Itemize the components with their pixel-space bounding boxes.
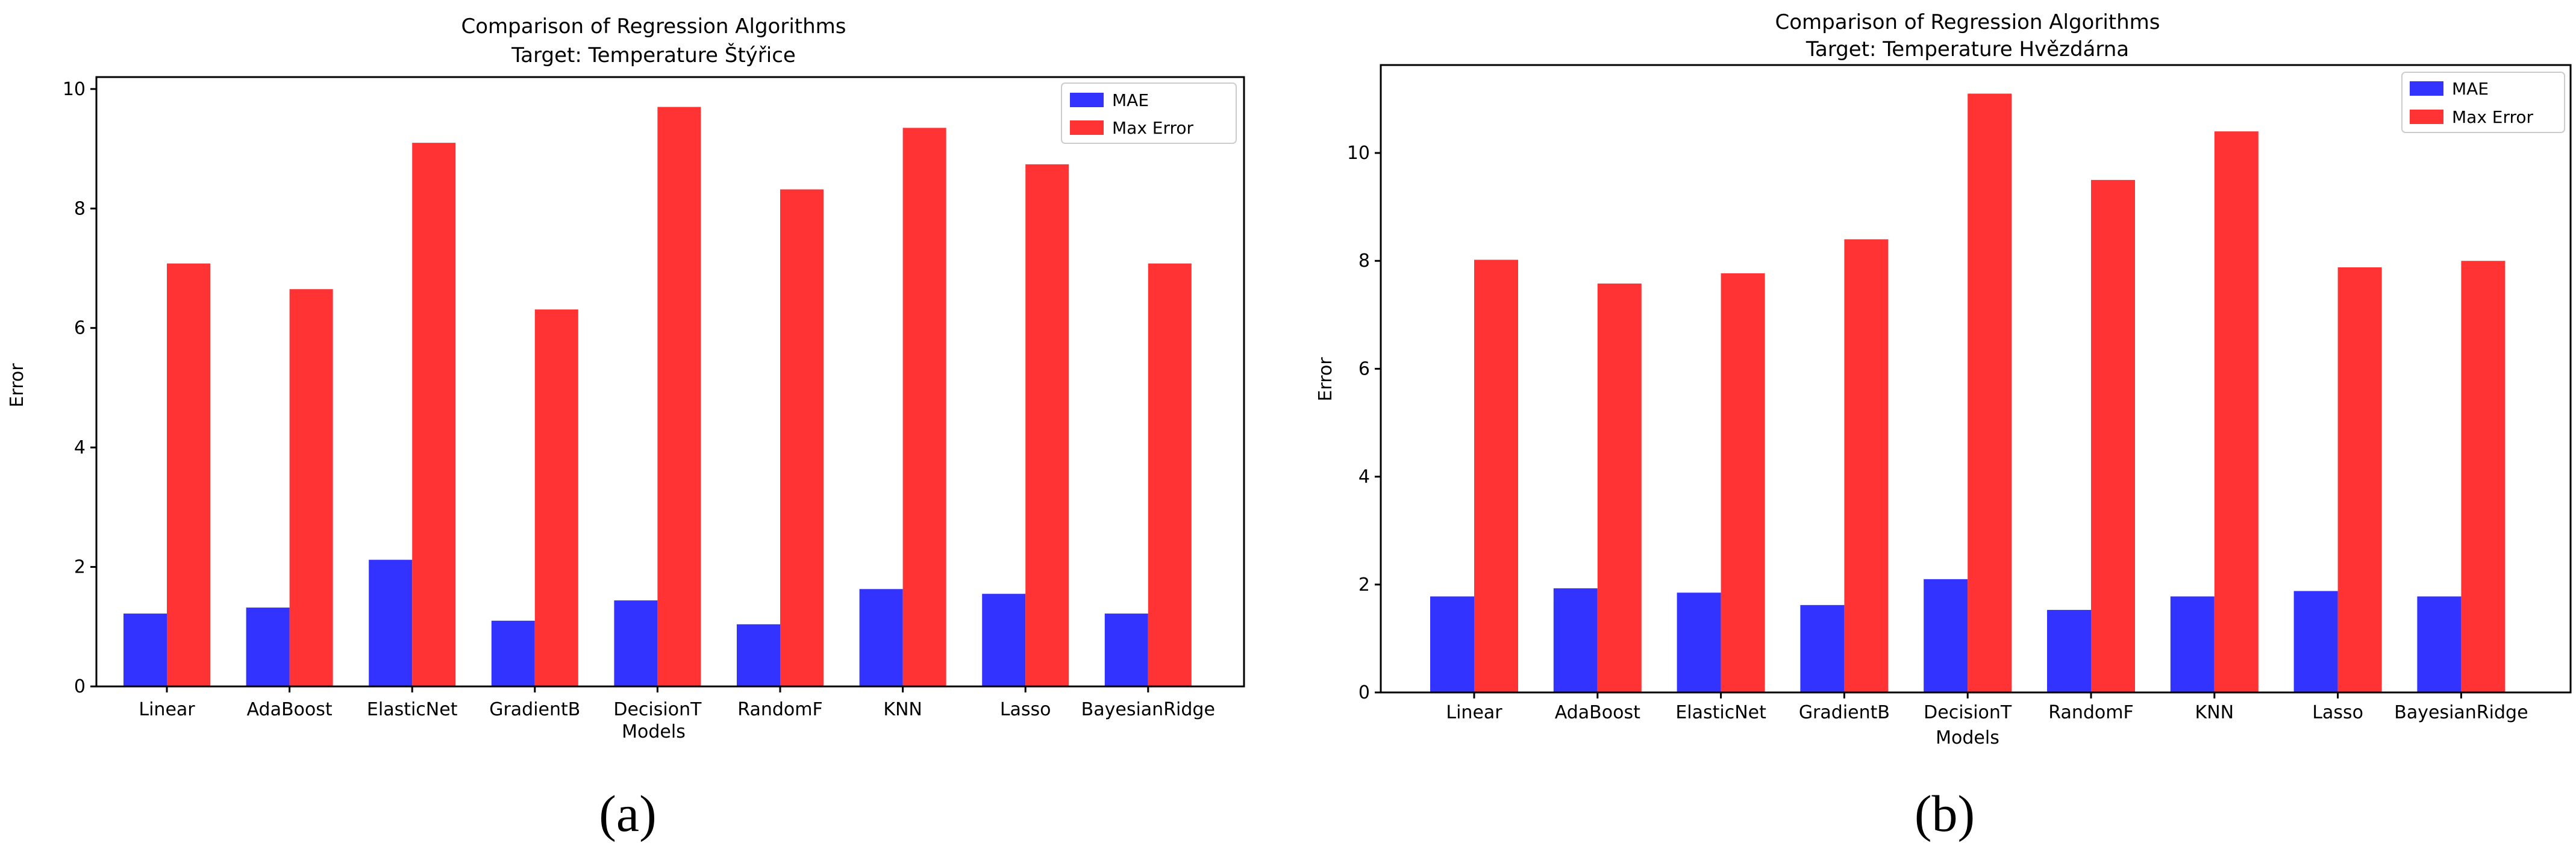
chart-b-bar-max-error xyxy=(1844,239,1889,693)
chart-b-bar-max-error xyxy=(2337,267,2382,693)
chart-b-bar-max-error xyxy=(1721,273,1765,692)
chart-b-ytick-label: 10 xyxy=(1347,143,1370,164)
chart-b-bar-mae xyxy=(2047,609,2091,692)
chart-b-xtick-label: BayesianRidge xyxy=(2394,702,2528,723)
chart-b-legend-label-mae: MAE xyxy=(2452,79,2489,99)
chart-b-ytick-label: 6 xyxy=(1358,358,1370,379)
chart-a-bar-max-error xyxy=(289,289,333,686)
chart-a-legend-label-mae: MAE xyxy=(1112,90,1149,110)
chart-b-bar-max-error xyxy=(1474,260,1518,692)
chart-a-xtick-label: GradientB xyxy=(489,699,580,720)
chart-a-xtick-label: Linear xyxy=(139,699,195,720)
chart-a-xtick-label: Lasso xyxy=(1000,699,1051,720)
chart-a-frame xyxy=(95,76,1245,688)
chart-a-legend-swatch-max-error xyxy=(1070,120,1104,135)
chart-a-bar-mae xyxy=(123,613,167,686)
chart-a-legend-box xyxy=(1061,82,1237,144)
chart-b-yaxis: 0 2 4 6 8 10 xyxy=(1347,143,1381,703)
chart-a-bar-max-error xyxy=(780,189,824,686)
chart-a-bars xyxy=(123,107,1192,687)
chart-b-panel-label: (b) xyxy=(1915,785,1975,842)
chart-b-bar-mae xyxy=(1430,596,1474,692)
chart-a-bar-mae xyxy=(491,620,535,686)
chart-b-bar-max-error xyxy=(2214,131,2259,692)
chart-a-bar-max-error xyxy=(902,128,946,687)
chart-a-xtick-label: RandomF xyxy=(737,699,822,720)
chart-a-bar-max-error xyxy=(1025,164,1069,687)
chart-b-bar-mae xyxy=(1677,592,1721,692)
chart-b-xtick-label: KNN xyxy=(2195,702,2234,723)
chart-a-bar-max-error xyxy=(1148,263,1192,686)
chart-a-title: Comparison of Regression Algorithms xyxy=(461,14,846,39)
chart-a-xtick-label: DecisionT xyxy=(613,699,702,720)
chart-b-frame xyxy=(1380,64,2572,694)
chart-a-bar-max-error xyxy=(412,143,456,686)
chart-a-ytick-label: 6 xyxy=(74,318,86,339)
chart-a-bar-max-error xyxy=(657,107,701,686)
chart-a-bar-mae xyxy=(982,594,1026,686)
chart-a-bar-mae xyxy=(859,589,903,686)
chart-a-xtick-label: AdaBoost xyxy=(247,699,333,720)
chart-a-bar-max-error xyxy=(167,263,210,686)
chart-b-bar-max-error xyxy=(2091,179,2135,692)
chart-b: Comparison of Regression Algorithms Targ… xyxy=(1315,10,2572,842)
chart-b-bar-mae xyxy=(1924,579,1968,692)
chart-b-bar-mae xyxy=(2170,596,2215,692)
chart-b-title: Comparison of Regression Algorithms xyxy=(1775,10,2160,34)
chart-b-bar-mae xyxy=(2417,596,2462,692)
chart-a-xtick-label: KNN xyxy=(883,699,922,720)
chart-b-ylabel: Error xyxy=(1315,357,1336,402)
chart-a-ytick-label: 4 xyxy=(74,437,86,458)
chart-b-legend: MAE Max Error xyxy=(2401,72,2565,133)
chart-b-xlabel: Models xyxy=(1936,727,1999,748)
chart-a-legend-label-max-error: Max Error xyxy=(1112,118,1194,138)
chart-a-bar-mae xyxy=(246,608,290,686)
chart-a-bar-mae xyxy=(1104,613,1148,686)
chart-a-xtick-label: ElasticNet xyxy=(367,699,458,720)
chart-a-panel-label: (a) xyxy=(599,785,656,842)
chart-a: Comparison of Regression Algorithms Targ… xyxy=(7,14,1245,842)
chart-b-ytick-label: 0 xyxy=(1358,682,1370,703)
chart-a-legend: MAE Max Error xyxy=(1061,82,1237,144)
chart-a-ytick-label: 2 xyxy=(74,557,86,578)
chart-b-ytick-label: 8 xyxy=(1358,250,1370,272)
chart-a-xaxis: Linear AdaBoost ElasticNet GradientB Decisio… xyxy=(139,686,1215,720)
chart-b-bar-mae xyxy=(1553,588,1598,692)
chart-a-yaxis: 0 2 4 6 8 10 xyxy=(63,79,96,697)
chart-a-ytick-label: 10 xyxy=(63,79,86,100)
chart-a-ylabel: Error xyxy=(7,363,28,408)
chart-b-xtick-label: ElasticNet xyxy=(1675,702,1766,723)
chart-a-bar-mae xyxy=(369,559,413,686)
chart-b-xtick-label: DecisionT xyxy=(1924,702,2012,723)
chart-b-xaxis: Linear AdaBoost ElasticNet GradientB Decisio… xyxy=(1446,692,2528,723)
chart-b-bar-max-error xyxy=(1968,93,2012,692)
chart-b-xtick-label: GradientB xyxy=(1799,702,1890,723)
chart-a-bar-mae xyxy=(737,624,780,686)
chart-b-legend-label-max-error: Max Error xyxy=(2452,107,2534,127)
chart-b-bar-max-error xyxy=(1597,283,1642,692)
chart-b-legend-swatch-max-error xyxy=(2410,110,2443,124)
chart-a-ytick-label: 8 xyxy=(74,198,86,219)
chart-b-ytick-label: 2 xyxy=(1358,574,1370,596)
chart-b-bar-max-error xyxy=(2461,261,2506,692)
chart-a-bar-max-error xyxy=(534,309,578,686)
chart-b-bars xyxy=(1430,93,2506,693)
chart-a-subtitle: Target: Temperature Štýřice xyxy=(511,43,796,67)
chart-b-xtick-label: Lasso xyxy=(2312,702,2363,723)
chart-a-ytick-label: 0 xyxy=(74,676,86,697)
chart-b-ytick-label: 4 xyxy=(1358,467,1370,488)
chart-b-subtitle: Target: Temperature Hvězdárna xyxy=(1805,37,2129,61)
chart-a-bar-mae xyxy=(614,600,658,686)
chart-b-xtick-label: RandomF xyxy=(2048,702,2133,723)
chart-a-xtick-label: BayesianRidge xyxy=(1081,699,1215,720)
chart-b-bar-mae xyxy=(1800,605,1845,692)
chart-a-xlabel: Models xyxy=(622,721,686,742)
chart-b-bar-mae xyxy=(2293,591,2338,692)
chart-b-xtick-label: Linear xyxy=(1446,702,1502,723)
chart-b-legend-swatch-mae xyxy=(2410,81,2443,96)
chart-b-xtick-label: AdaBoost xyxy=(1555,702,1640,723)
chart-a-legend-swatch-mae xyxy=(1070,93,1104,107)
